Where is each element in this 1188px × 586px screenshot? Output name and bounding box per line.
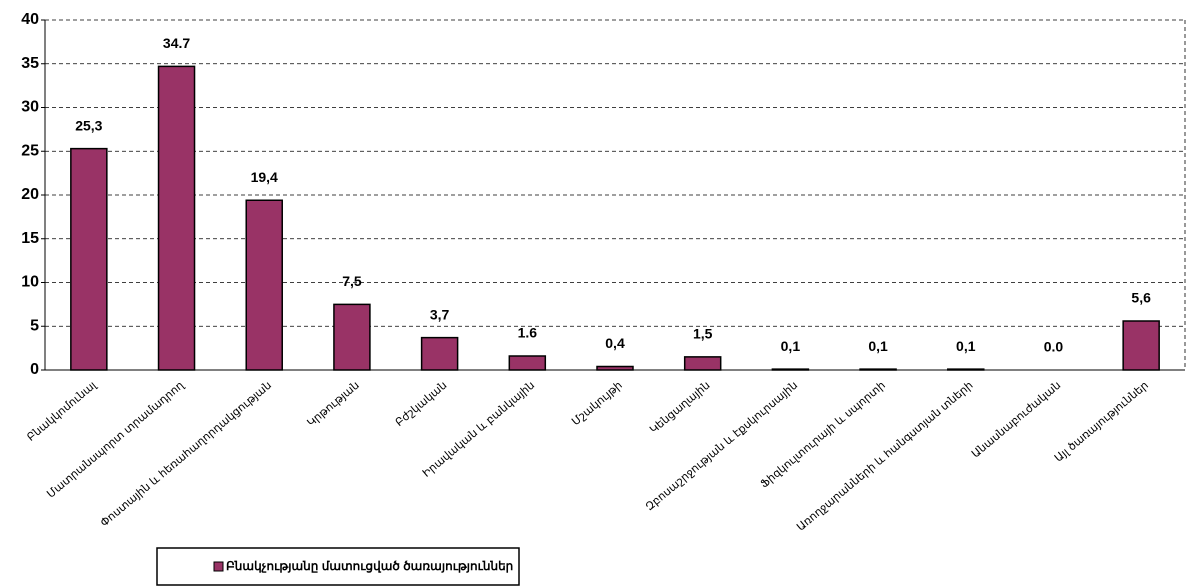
value-label: 0,1 <box>781 338 801 354</box>
y-tick-label: 20 <box>21 186 39 203</box>
y-tick-label: 10 <box>21 274 39 291</box>
x-tick-label: Կենցաղային <box>648 379 713 436</box>
value-label: 34.7 <box>163 35 190 51</box>
y-tick-label: 0 <box>30 361 39 378</box>
bar <box>947 368 985 371</box>
x-tick-label: Մշակույթի <box>570 379 625 428</box>
value-label: 19,4 <box>251 169 278 185</box>
x-tick-label: Զբոսաշրջության և էքսկուրսային <box>644 379 801 513</box>
x-tick-label: Փոստային և հեռահաղորդակցության <box>98 379 274 529</box>
y-tick-label: 15 <box>21 230 39 247</box>
y-tick-label: 35 <box>21 55 39 72</box>
x-tick-label: Անասնաբուժական <box>970 379 1064 460</box>
bar <box>333 303 371 371</box>
value-label: 1.6 <box>518 325 538 341</box>
y-tick-label: 30 <box>21 99 39 116</box>
y-tick-label: 25 <box>21 142 39 159</box>
bar <box>771 368 810 371</box>
bar <box>508 355 547 371</box>
x-tick-label: Կրթության <box>305 379 362 429</box>
value-label: 25,3 <box>75 117 102 133</box>
value-label: 0,4 <box>605 335 625 351</box>
bar <box>859 368 897 371</box>
x-tick-label: Առողջարանների և հանգստյան տների <box>795 379 976 533</box>
value-label: 1,5 <box>693 326 713 342</box>
bar <box>683 356 722 371</box>
value-label: 0.0 <box>1044 339 1064 355</box>
value-label: 0,1 <box>868 338 888 354</box>
value-label: 3,7 <box>430 306 450 322</box>
bar <box>420 336 459 371</box>
value-label: 5,6 <box>1131 290 1151 306</box>
bar <box>596 365 634 371</box>
y-tick-label: 40 <box>21 11 39 28</box>
x-tick-label: Այլ ծառայություններ <box>1053 379 1151 464</box>
legend-label: Բնակչությանը մատուցված ծառայություններ <box>226 559 513 574</box>
bar <box>157 65 196 371</box>
x-tick-label: Մատրանսպորտ տրամադրող <box>45 379 187 501</box>
x-tick-label: Բնակկոմունալ <box>25 379 99 444</box>
legend-swatch <box>213 561 224 572</box>
bar <box>245 199 283 371</box>
bar <box>1122 320 1160 371</box>
value-label: 7,5 <box>342 273 362 289</box>
bar <box>70 147 108 371</box>
y-tick-label: 5 <box>30 317 39 334</box>
value-label: 0,1 <box>956 338 976 354</box>
x-tick-label: Բժշկական <box>393 379 449 429</box>
